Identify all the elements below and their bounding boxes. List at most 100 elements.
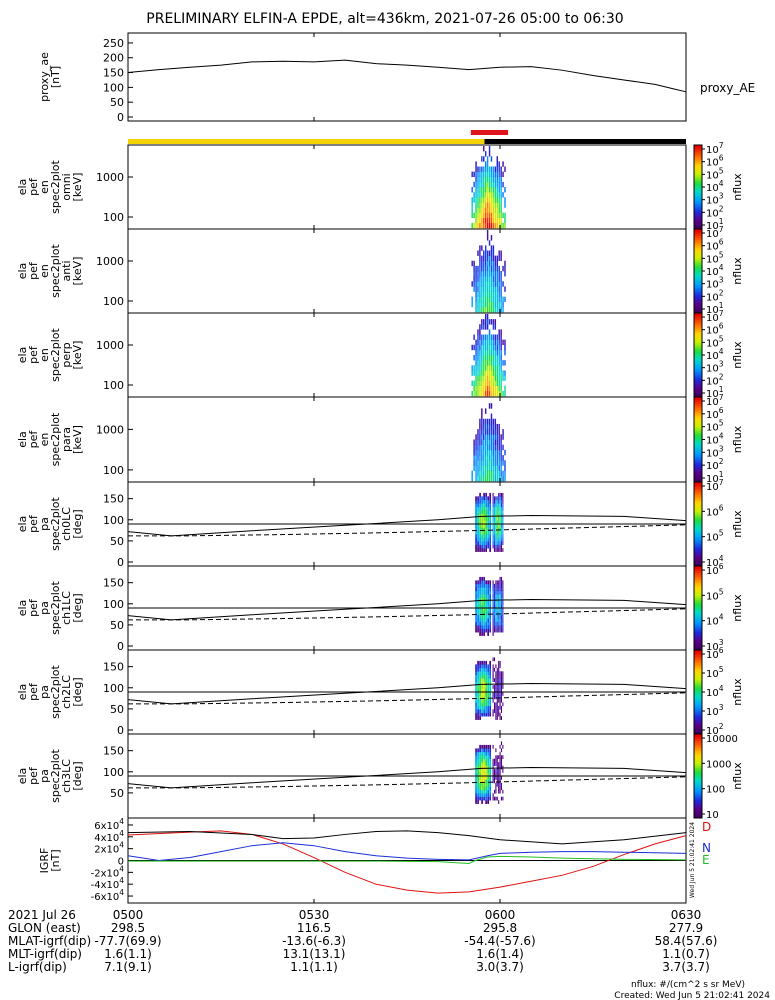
- colorbar-tick-label: 102: [706, 204, 724, 219]
- spectrogram-cell: [475, 281, 477, 287]
- pa-cell: [483, 685, 485, 689]
- sunlit-bar: [128, 139, 485, 144]
- spectrogram-cell: [488, 434, 491, 440]
- colorbar-swatch: [694, 698, 702, 701]
- colorbar-swatch: [694, 708, 702, 712]
- spectrogram-cell: [481, 455, 483, 461]
- panel-frame-0: [127, 32, 687, 122]
- spectrogram-cell: [500, 444, 502, 451]
- spectrogram-cell: [479, 465, 481, 471]
- pa-cell: [499, 758, 501, 763]
- spectrogram-cell: [477, 296, 479, 303]
- colorbar-swatch: [694, 637, 702, 640]
- pa-cell: [498, 667, 500, 672]
- spectrogram-cell: [500, 334, 502, 340]
- spectrogram-cell: [492, 176, 495, 183]
- pa-cell: [496, 678, 498, 682]
- spectrogram-cell: [492, 197, 495, 203]
- y-tick-label: 0: [117, 640, 124, 653]
- colorbar-tick-label: 102: [706, 372, 724, 387]
- pa-cell: [481, 608, 483, 612]
- spectrogram-cell: [479, 260, 481, 267]
- colorbar-swatch: [694, 352, 702, 356]
- spectrogram-cell: [479, 197, 481, 203]
- spectrogram-cell: [486, 319, 489, 325]
- pa-cell: [492, 793, 494, 798]
- colorbar-swatch: [694, 229, 702, 232]
- pa-cell: [489, 628, 492, 633]
- pa-cell: [502, 510, 504, 514]
- spectrogram-cell: [496, 207, 498, 213]
- spectrogram-cell: [475, 161, 477, 167]
- spectrogram-cell: [504, 349, 506, 356]
- pa-cell: [487, 667, 490, 672]
- spectrogram-cell: [475, 276, 477, 282]
- y-tick-label: 150: [103, 745, 124, 758]
- pa-cell: [477, 702, 479, 707]
- ephemeris-value: 7.1(9.1): [104, 960, 152, 974]
- colorbar-tick-label: 103: [706, 638, 724, 653]
- pa-cell: [477, 503, 479, 508]
- colorbar-tick-label: 102: [706, 722, 724, 737]
- pa-cell: [477, 621, 479, 626]
- spectrogram-cell: [473, 271, 475, 277]
- spectrogram-cell: [498, 217, 500, 224]
- pa-cell: [485, 499, 487, 504]
- colorbar-swatch: [694, 626, 702, 630]
- spectrogram-cell: [488, 344, 491, 351]
- spectrogram-cell: [484, 334, 487, 340]
- ephemeris-value: 1.1(1.1): [290, 960, 338, 974]
- spectrogram-cell: [479, 202, 481, 208]
- y-tick-label: 6x104: [94, 817, 124, 832]
- colorbar-swatch: [694, 386, 702, 390]
- pa-cell: [492, 506, 494, 511]
- spectrogram-cell: [483, 171, 485, 178]
- spectrogram-cell: [484, 217, 487, 224]
- pa-cell: [500, 608, 503, 612]
- spectrogram-cell: [490, 276, 493, 282]
- pa-cell: [485, 789, 487, 794]
- spectrogram-cell: [498, 212, 500, 219]
- pa-cell: [496, 587, 498, 592]
- colorbar-swatch: [694, 465, 702, 468]
- pa-cell: [492, 513, 494, 518]
- y-axis-label: perp: [60, 342, 73, 367]
- spectrogram-cell: [498, 423, 500, 430]
- pa-cell: [496, 614, 498, 619]
- colorbar-swatch: [694, 589, 702, 592]
- pa-cell: [487, 506, 490, 511]
- spectrogram-cell: [484, 255, 487, 262]
- spectrogram-cell: [477, 212, 479, 219]
- colorbar-swatch: [694, 494, 702, 498]
- colorbar-swatch: [694, 658, 702, 661]
- pa-cell: [481, 534, 483, 539]
- pa-cell: [499, 702, 501, 707]
- spectrogram-cell: [502, 375, 504, 381]
- spectrogram-cell: [490, 413, 493, 420]
- spectrogram-cell: [484, 166, 487, 172]
- pa-cell: [485, 712, 487, 717]
- spectrogram-cell: [473, 286, 475, 292]
- pa-cell: [502, 534, 504, 539]
- spectrogram-cell: [504, 187, 506, 193]
- pa-cell: [498, 664, 500, 669]
- pa-cell: [502, 671, 504, 676]
- colorbar-swatch: [694, 782, 702, 785]
- spectrogram-cell: [496, 355, 498, 361]
- spectrogram-cell: [477, 166, 479, 172]
- colorbar-swatch: [694, 467, 702, 470]
- spectrogram-cell: [477, 202, 479, 208]
- spectrogram-cell: [492, 455, 495, 461]
- colorbar-swatch: [694, 597, 702, 601]
- colorbar-swatch: [694, 595, 702, 598]
- pa-cell: [496, 506, 498, 511]
- spectrogram-cell: [488, 418, 491, 425]
- pa-spectrogram-ch3LC: [475, 741, 504, 804]
- pa-cell: [481, 632, 483, 636]
- spectrogram-cell: [471, 197, 473, 203]
- colorbar-swatch: [694, 608, 702, 611]
- spectrogram-cell: [490, 439, 493, 445]
- spectrogram-cell: [471, 390, 473, 397]
- spectrogram-cell: [479, 176, 481, 183]
- spectrogram-cell: [481, 281, 483, 287]
